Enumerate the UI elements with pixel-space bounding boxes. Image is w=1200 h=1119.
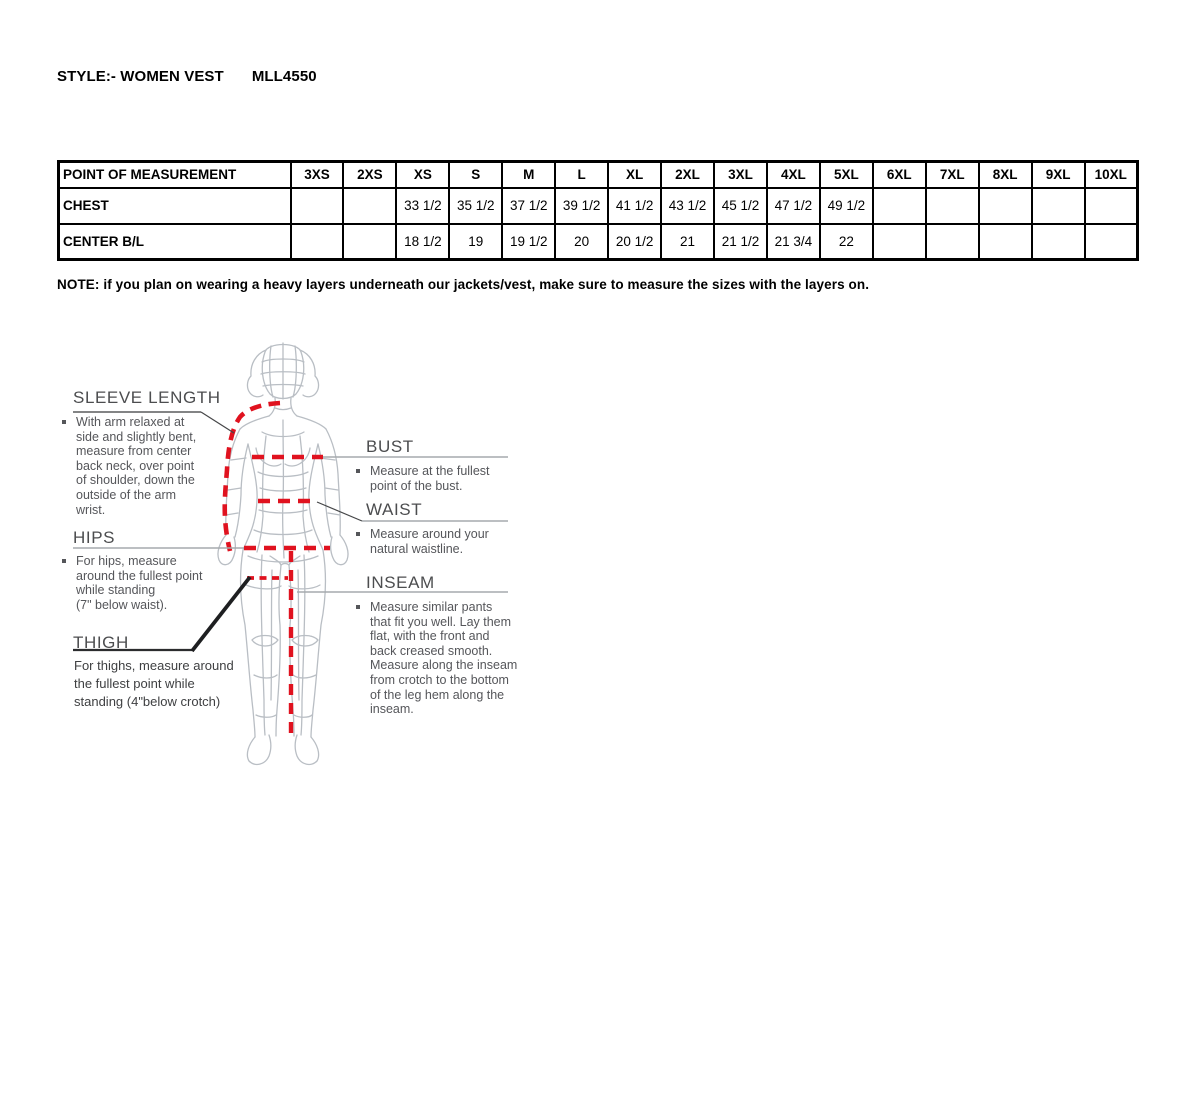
- document-title: STYLE:- WOMEN VEST MLL4550: [57, 68, 317, 85]
- size-column-header: M: [501, 160, 557, 189]
- measurement-value-cell: [871, 222, 927, 261]
- size-column-header: S: [448, 160, 504, 189]
- female-body-wireframe: [217, 342, 349, 766]
- thigh-pointer-line: [190, 575, 252, 653]
- sleeve-length-instructions: With arm relaxed at side and slightly be…: [60, 415, 225, 517]
- measurement-value-cell: 45 1/2: [713, 186, 768, 225]
- size-column-header: XS: [395, 160, 451, 189]
- measurement-value-cell: 43 1/2: [660, 186, 715, 225]
- bullet-square-icon: [356, 605, 360, 609]
- size-column-header: 7XL: [924, 160, 980, 189]
- row-label: CHEST: [57, 186, 292, 225]
- size-column-header: L: [554, 160, 610, 189]
- table-row: CHEST 33 1/2 35 1/2 37 1/2 39 1/2 41 1/2 43 1/…: [57, 186, 1139, 225]
- bullet-square-icon: [62, 420, 66, 424]
- measurement-value-cell: 21 3/4: [765, 222, 821, 261]
- hips-instructions: For hips, measure around the fullest poi…: [60, 554, 235, 612]
- measurement-value-cell: 21 1/2: [713, 222, 768, 261]
- measurement-column-header: POINT OF MEASUREMENT: [57, 160, 292, 189]
- waist-instructions: Measure around your natural waistline.: [354, 527, 519, 556]
- size-column-header: 3XS: [289, 160, 345, 189]
- size-column-header: 3XL: [713, 160, 768, 189]
- measurement-value-cell: 49 1/2: [818, 186, 874, 225]
- measurement-value-cell: 47 1/2: [765, 186, 821, 225]
- inseam-instructions: Measure similar pants that fit you well.…: [354, 600, 524, 717]
- measurement-value-cell: [871, 186, 927, 225]
- size-column-header: 10XL: [1083, 160, 1139, 189]
- size-column-header: 5XL: [818, 160, 874, 189]
- measurement-value-cell: [289, 222, 345, 261]
- size-column-header: 2XS: [342, 160, 398, 189]
- measurement-guide-diagram: SLEEVE LENGTH With arm relaxed at side a…: [0, 330, 560, 800]
- bust-heading: BUST: [366, 437, 414, 456]
- inseam-heading: INSEAM: [366, 573, 435, 592]
- measurement-value-cell: [289, 186, 345, 225]
- measurement-value-cell: 19: [448, 222, 504, 261]
- measurement-value-cell: [977, 186, 1033, 225]
- measurement-value-cell: [924, 186, 980, 225]
- bullet-square-icon: [62, 559, 66, 563]
- measurement-value-cell: [1083, 186, 1139, 225]
- bullet-square-icon: [356, 469, 360, 473]
- measurement-value-cell: 41 1/2: [607, 186, 663, 225]
- thigh-instructions: For thighs, measure around the fullest p…: [74, 658, 234, 709]
- measurement-value-cell: 18 1/2: [395, 222, 451, 261]
- measurement-value-cell: [342, 186, 398, 225]
- thigh-heading: THIGH: [73, 633, 129, 652]
- size-column-header: 6XL: [871, 160, 927, 189]
- sleeve-pointer-line: [200, 411, 235, 434]
- size-column-header: 4XL: [765, 160, 821, 189]
- sleeve-length-heading: SLEEVE LENGTH: [73, 388, 221, 407]
- measurement-value-cell: [1030, 186, 1086, 225]
- measurement-value-cell: 37 1/2: [501, 186, 557, 225]
- measurement-value-cell: [924, 222, 980, 261]
- table-row: CENTER B/L 18 1/2 19 19 1/2 20 20 1/2 21 21 1/2…: [57, 222, 1139, 261]
- measurement-value-cell: 35 1/2: [448, 186, 504, 225]
- measurement-value-cell: 19 1/2: [501, 222, 557, 261]
- size-column-header: 9XL: [1030, 160, 1086, 189]
- row-label: CENTER B/L: [57, 222, 292, 261]
- size-table: POINT OF MEASUREMENT 3XS 2XS XS S M L XL 2XL 3XL 4…: [57, 160, 1139, 261]
- measurement-value-cell: [1030, 222, 1086, 261]
- style-label: STYLE:- WOMEN VEST: [57, 68, 224, 85]
- size-column-header: 8XL: [977, 160, 1033, 189]
- bullet-square-icon: [356, 532, 360, 536]
- measurement-value-cell: 20: [554, 222, 610, 261]
- size-table-header-row: POINT OF MEASUREMENT 3XS 2XS XS S M L XL 2XL 3XL 4…: [57, 160, 1139, 189]
- measurement-value-cell: [1083, 222, 1139, 261]
- measurement-value-cell: 39 1/2: [554, 186, 610, 225]
- measurement-value-cell: 22: [818, 222, 874, 261]
- measurement-value-cell: 33 1/2: [395, 186, 451, 225]
- sleeve-measure-line: [222, 400, 281, 552]
- bust-instructions: Measure at the fullest point of the bust…: [354, 464, 519, 493]
- style-code: MLL4550: [251, 68, 317, 85]
- measurement-value-cell: [342, 222, 398, 261]
- waist-heading: WAIST: [366, 500, 423, 519]
- measurement-value-cell: [977, 222, 1033, 261]
- body-figure-svg: [73, 342, 508, 766]
- waist-pointer-line: [316, 501, 363, 522]
- note-text: NOTE: if you plan on wearing a heavy lay…: [57, 277, 870, 292]
- hips-heading: HIPS: [73, 528, 116, 547]
- size-column-header: 2XL: [660, 160, 715, 189]
- measurement-value-cell: 21: [660, 222, 715, 261]
- measurement-value-cell: 20 1/2: [607, 222, 663, 261]
- size-column-header: XL: [607, 160, 663, 189]
